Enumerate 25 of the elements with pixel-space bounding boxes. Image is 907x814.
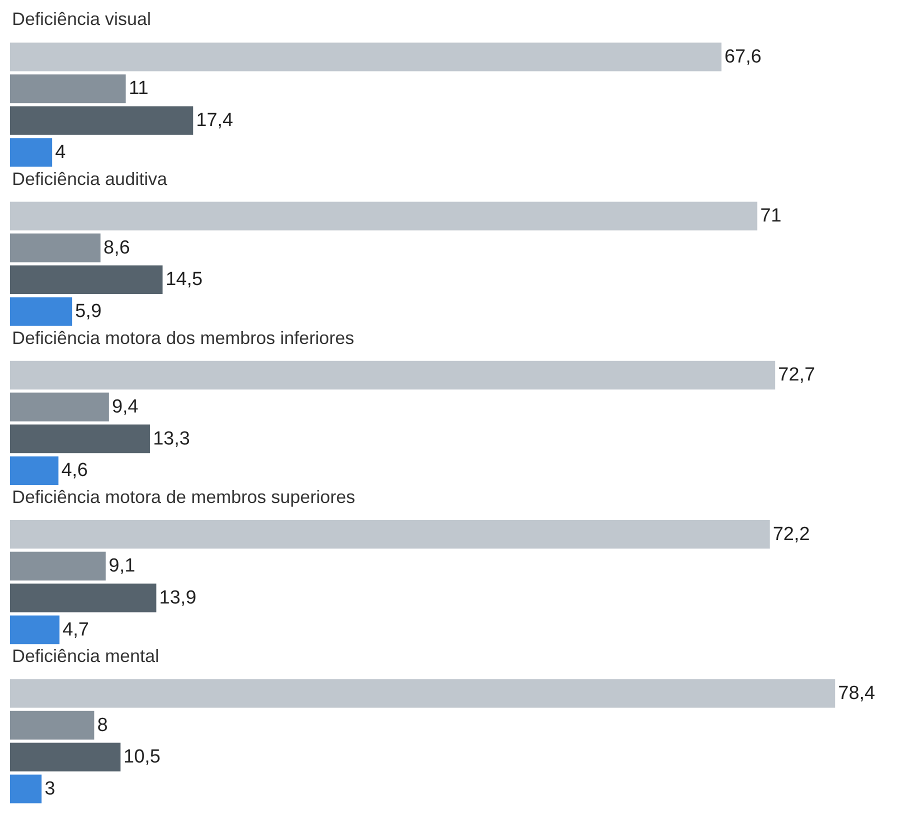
data-label: 13,3 — [152, 428, 190, 450]
data-label: 10,5 — [124, 746, 160, 768]
data-label: 8,6 — [104, 237, 130, 258]
y-tick-label: Deficiência mental — [12, 646, 160, 666]
y-tick-label: Deficiência visual — [12, 9, 152, 29]
data-label: 4 — [55, 142, 66, 163]
y-tick-label: Deficiência auditiva — [12, 169, 168, 189]
data-label: 11 — [128, 78, 149, 100]
data-label: 4,6 — [61, 460, 88, 482]
data-label: 17,4 — [196, 110, 234, 132]
data-label: 9,4 — [112, 396, 139, 418]
y-tick-label: Deficiência motora dos membros inferiores — [12, 328, 354, 348]
data-label: 67,6 — [724, 46, 762, 68]
data-label: 72,7 — [778, 364, 816, 386]
y-tick-label: Deficiência motora de membros superiores — [12, 487, 356, 507]
data-label: 9,1 — [108, 556, 136, 577]
data-label: 4,7 — [62, 619, 89, 640]
data-label: 72,2 — [772, 524, 810, 545]
data-label: 3 — [44, 778, 56, 800]
data-label: 8 — [97, 714, 108, 736]
data-label: 71 — [760, 206, 782, 227]
data-label: 78,4 — [838, 682, 876, 704]
data-label: 5,9 — [75, 301, 102, 322]
data-label: 13,9 — [159, 587, 196, 608]
data-label: 14,5 — [166, 269, 203, 290]
